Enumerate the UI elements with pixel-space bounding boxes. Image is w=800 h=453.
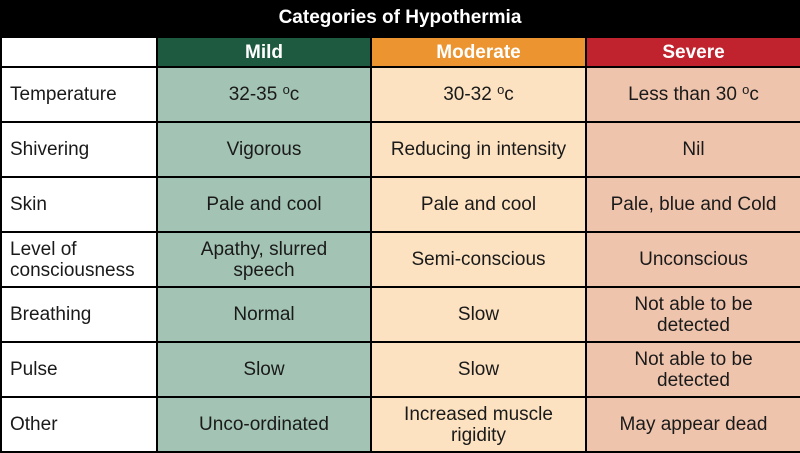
cell-moderate: Increased muscle rigidity bbox=[370, 396, 587, 453]
cell-unit: c bbox=[749, 84, 759, 105]
cell-value: 32-35 bbox=[228, 84, 283, 105]
cell-mild: Normal bbox=[156, 286, 372, 343]
table-title: Categories of Hypothermia bbox=[278, 7, 522, 28]
row-label-line: Level of bbox=[10, 238, 77, 260]
cell-line: Increased muscle bbox=[404, 403, 553, 425]
table-row-other: Other Unco-ordinated Increased muscle rig… bbox=[0, 396, 800, 453]
cell-value: Less than 30 bbox=[628, 84, 743, 105]
cell-mild: 32-35 oc bbox=[156, 66, 372, 123]
cell-mild: Slow bbox=[156, 341, 372, 398]
cell-severe: Unconscious bbox=[585, 231, 800, 288]
cell-mild: Pale and cool bbox=[156, 176, 372, 233]
row-label: Pulse bbox=[0, 341, 158, 398]
header-severe: Severe bbox=[585, 36, 800, 68]
cell-mild: Apathy, slurred speech bbox=[156, 231, 372, 288]
table-row-breathing: Breathing Normal Slow Not able to be dete… bbox=[0, 286, 800, 343]
table-row-consciousness: Level of consciousness Apathy, slurred spe… bbox=[0, 231, 800, 288]
cell-line: Not able to be bbox=[634, 348, 753, 370]
row-label: Shivering bbox=[0, 121, 158, 178]
cell-line: detected bbox=[657, 314, 730, 336]
cell-moderate: Pale and cool bbox=[370, 176, 587, 233]
hypothermia-table: Mild Moderate Severe Temperature 32-35 o… bbox=[0, 36, 800, 453]
cell-moderate: Slow bbox=[370, 286, 587, 343]
cell-moderate: Reducing in intensity bbox=[370, 121, 587, 178]
cell-line: Not able to be bbox=[634, 293, 753, 315]
degree-symbol: o bbox=[742, 82, 750, 97]
row-label: Breathing bbox=[0, 286, 158, 343]
row-label: Other bbox=[0, 396, 158, 453]
cell-line: speech bbox=[233, 259, 295, 281]
row-label: Temperature bbox=[0, 66, 158, 123]
degree-symbol: o bbox=[282, 82, 290, 97]
cell-line: detected bbox=[657, 369, 730, 391]
cell-unit: c bbox=[504, 84, 514, 105]
cell-line: rigidity bbox=[451, 424, 506, 446]
table-row-shivering: Shivering Vigorous Reducing in intensity… bbox=[0, 121, 800, 178]
cell-severe: Nil bbox=[585, 121, 800, 178]
cell-unit: c bbox=[289, 84, 300, 105]
table-row-pulse: Pulse Slow Slow Not able to be detected bbox=[0, 341, 800, 398]
cell-mild: Unco-ordinated bbox=[156, 396, 372, 453]
cell-moderate: Slow bbox=[370, 341, 587, 398]
cell-moderate: 30-32 oc bbox=[370, 66, 587, 123]
cell-severe: Not able to be detected bbox=[585, 341, 800, 398]
header-mild: Mild bbox=[156, 36, 372, 68]
row-label-line: consciousness bbox=[10, 259, 135, 281]
row-label: Skin bbox=[0, 176, 158, 233]
row-label: Level of consciousness bbox=[0, 231, 158, 288]
cell-line: Apathy, slurred bbox=[200, 238, 328, 260]
cell-value: 30-32 bbox=[443, 84, 498, 105]
cell-severe: Not able to be detected bbox=[585, 286, 800, 343]
header-row: Mild Moderate Severe bbox=[0, 36, 800, 68]
cell-moderate: Semi-conscious bbox=[370, 231, 587, 288]
table-row-skin: Skin Pale and cool Pale and cool Pale, b… bbox=[0, 176, 800, 233]
cell-severe: May appear dead bbox=[585, 396, 800, 453]
cell-severe: Pale, blue and Cold bbox=[585, 176, 800, 233]
header-moderate: Moderate bbox=[370, 36, 587, 68]
degree-symbol: o bbox=[497, 82, 505, 97]
header-blank-cell bbox=[0, 36, 158, 68]
cell-mild: Vigorous bbox=[156, 121, 372, 178]
cell-severe: Less than 30 oc bbox=[585, 66, 800, 123]
table-row-temperature: Temperature 32-35 oc 30-32 oc Less than … bbox=[0, 66, 800, 123]
